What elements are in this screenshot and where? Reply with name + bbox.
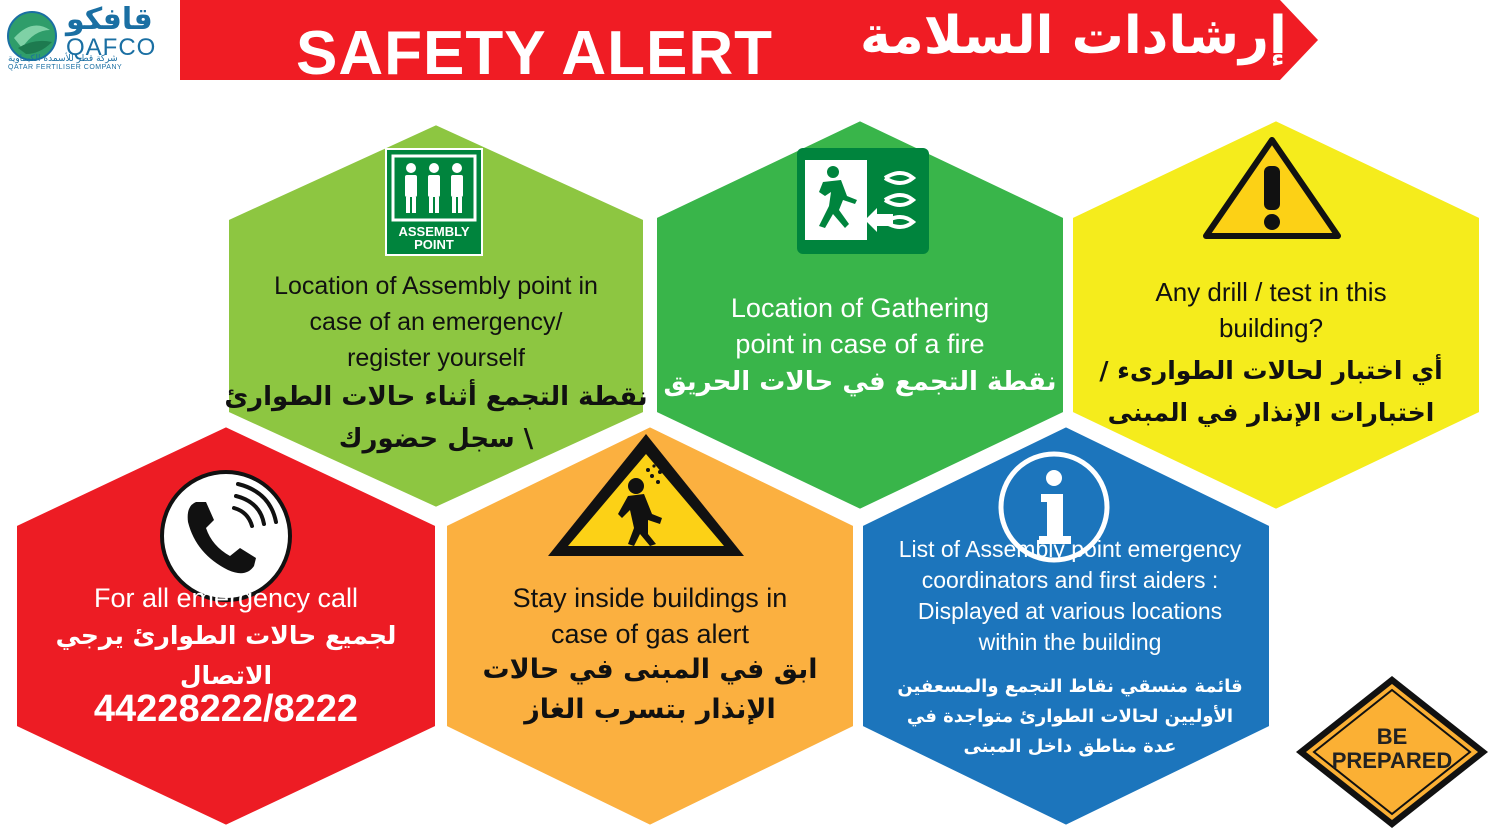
coordinators-en-line-2: coordinators and first aiders : [921, 567, 1219, 593]
emergency-ar-line-1: لجميع حالات الطوارئ يرجي الاتصال [55, 621, 397, 690]
drill-ar-line-2: اختبارات الإنذار في المبنى [1107, 398, 1435, 427]
information-icon [998, 451, 1110, 563]
gathering-en-line-1: Location of Gathering [730, 293, 990, 323]
gas-alert-panel: Stay inside buildings in case of gas ale… [440, 420, 860, 832]
emergency-phone-number: 44228222/8222 [93, 688, 359, 730]
title-banner [180, 0, 1318, 80]
gas-en-line-1: Stay inside buildings in [512, 583, 788, 613]
drill-ar-line-1: أي اختبار لحالات الطوارىء / [1099, 356, 1443, 385]
emergency-en-line-1: For all emergency call [93, 583, 359, 613]
assembly-ar-line-2: \ سجل حضورك [338, 424, 534, 454]
be-prepared-line-2: PREPARED [1331, 748, 1453, 773]
fire-exit-sign-icon [797, 148, 929, 254]
coordinators-en-line-1: List of Assembly point emergency [898, 536, 1242, 562]
assembly-en-line-1: Location of Assembly point in [274, 272, 598, 300]
emergency-call-panel: For all emergency call لجميع حالات الطوا… [10, 420, 442, 832]
gas-en-line-2: case of gas alert [550, 619, 750, 649]
qafco-globe-icon [7, 11, 57, 61]
coordinators-ar-line-3: عدة مناطق داخل المبنى [963, 736, 1177, 757]
assembly-sign-label-2: POINT [414, 237, 454, 252]
drill-en-line-1: Any drill / test in this [1155, 277, 1387, 307]
coordinators-en-line-3: Displayed at various locations [917, 598, 1223, 624]
assembly-point-panel: ASSEMBLY POINT Location of Assembly poin… [222, 118, 650, 514]
gas-ar-line-1: ابق في المبنى في حالات [482, 654, 818, 685]
assembly-en-line-2: case of an emergency/ [309, 308, 563, 336]
assembly-point-sign-icon: ASSEMBLY POINT [385, 148, 483, 256]
gas-ar-line-2: الإنذار بتسرب الغاز [524, 694, 776, 725]
logo-english-subtitle: QATAR FERTILISER COMPANY [8, 64, 123, 71]
title-english: SAFETY ALERT [296, 19, 774, 88]
coordinators-ar-line-1: قائمة منسقي نقاط التجمع والمسعفين [897, 676, 1243, 697]
be-prepared-line-1: BE [1376, 724, 1408, 749]
logo-english-text: QAFCO [66, 34, 157, 61]
title-arabic: إرشادات السلامة [860, 6, 1287, 66]
assembly-en-line-3: register yourself [347, 344, 525, 372]
logo-arabic-text: قافكو [66, 2, 153, 37]
drill-test-panel: Any drill / test in this building? أي اخ… [1066, 114, 1486, 516]
drill-en-line-2: building? [1218, 313, 1324, 343]
phone-icon [160, 470, 292, 602]
qafco-logo: قافكو QAFCO شركة قطر للأسمدة الكيماوية Q… [4, 2, 174, 72]
warning-triangle-icon [1203, 137, 1341, 239]
logo-arabic-subtitle: شركة قطر للأسمدة الكيماوية [8, 54, 118, 64]
be-prepared-sign: BE PREPARED [1292, 672, 1492, 832]
assembly-sign-label-1: ASSEMBLY [398, 224, 469, 239]
gathering-point-panel: Location of Gathering point in case of a… [650, 114, 1070, 516]
coordinators-panel: List of Assembly point emergency coordin… [856, 420, 1276, 832]
coordinators-ar-line-2: الأوليين لحالات الطوارئ متواجدة في [906, 706, 1234, 727]
assembly-ar-line-1: نقطة التجمع أثناء حالات الطوارئ [224, 382, 648, 412]
gas-hazard-warning-icon [548, 434, 744, 556]
gathering-en-line-2: point in case of a fire [735, 329, 985, 359]
gathering-ar-line-1: نقطة التجمع في حالات الحريق [663, 367, 1057, 397]
coordinators-en-line-4: within the building [978, 629, 1162, 655]
